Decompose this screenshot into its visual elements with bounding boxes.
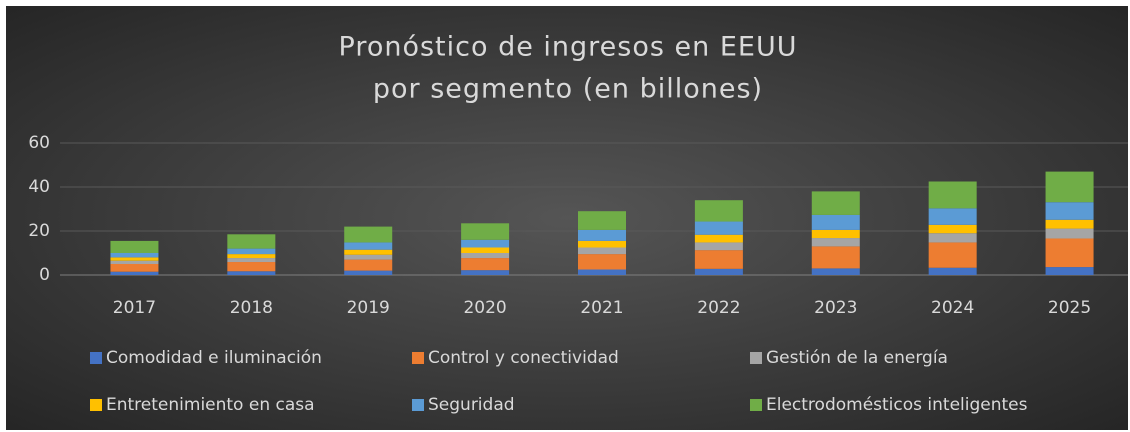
bar-segment [110,253,159,258]
bar-segment [110,264,159,272]
y-tick-label: 20 [28,221,50,241]
legend-label: Gestión de la energía [766,348,948,368]
x-tick-label: 2023 [814,298,857,318]
legend-label: Control y conectividad [428,348,619,368]
bar-segment [694,242,743,251]
legend-swatch [90,352,102,364]
bar-segment [227,248,276,255]
bar-segment [694,200,743,222]
bar-segment [227,262,276,272]
legend-label: Electrodomésticos inteligentes [766,395,1028,415]
bar-segment [344,226,393,243]
bar-segment [694,268,743,275]
y-tick-label: 0 [39,265,50,285]
bar-segment [461,253,510,259]
bar-segment [227,271,276,275]
bar-segment [344,242,393,250]
legend-label: Entretenimiento en casa [106,395,315,415]
bar-segment [1045,238,1094,268]
x-tick-label: 2025 [1048,298,1091,318]
bar-segment [1045,202,1094,220]
bar-segment [1045,219,1094,229]
bar-segment [578,240,626,248]
bar-segment [811,214,860,230]
bar-segment [461,270,510,275]
bar-segment [344,270,393,275]
bar-segment [694,221,743,235]
bar-segment [694,250,743,269]
bar-segment [344,259,393,271]
chart-title: Pronóstico de ingresos en EEUU [339,32,798,63]
bar-segment [227,254,276,259]
legend-label: Comodidad e iluminación [106,348,322,368]
x-tick-label: 2020 [463,298,506,318]
x-tick-label: 2021 [580,298,623,318]
bar-segment [461,258,510,271]
bar-segment [928,181,977,209]
bar-segment [461,247,510,253]
x-tick-label: 2022 [697,298,740,318]
legend-swatch [750,352,762,364]
chart-title: por segmento (en billones) [373,74,763,105]
bar-segment [578,211,626,230]
bar-segment [227,258,276,263]
legend-swatch [412,399,424,411]
x-tick-label: 2019 [347,298,390,318]
y-tick-label: 40 [28,177,50,197]
bar-segment [1045,171,1094,203]
bar-segment [461,239,510,248]
legend-swatch [750,399,762,411]
y-tick-label: 60 [28,133,50,153]
bar-segment [578,229,626,241]
bar-segment [344,249,393,255]
bar-segment [928,242,977,268]
bar-segment [811,268,860,275]
bar-segment [578,269,626,275]
x-tick-label: 2024 [931,298,974,318]
bar-segment [227,234,276,249]
bar-segment [110,257,159,261]
bar-segment [694,234,743,243]
legend-label: Seguridad [428,395,515,415]
bar-segment [461,223,510,240]
bar-segment [110,260,159,264]
bar-segment [811,191,860,215]
bar-segment [578,254,626,270]
x-tick-label: 2018 [230,298,273,318]
bar-segment [578,247,626,255]
bar-segment [928,208,977,225]
bar-segment [928,224,977,234]
bar-segment [344,254,393,260]
bar-segment [811,229,860,239]
x-tick-label: 2017 [113,298,156,318]
bar-segment [1045,228,1094,239]
legend-swatch [90,399,102,411]
bar-segment [110,271,159,275]
bar-segment [928,267,977,275]
bar-segment [811,238,860,247]
legend-swatch [412,352,424,364]
bar-segment [811,246,860,269]
bar-segment [110,240,159,253]
bar-segment [1045,267,1094,275]
bar-segment [928,233,977,243]
